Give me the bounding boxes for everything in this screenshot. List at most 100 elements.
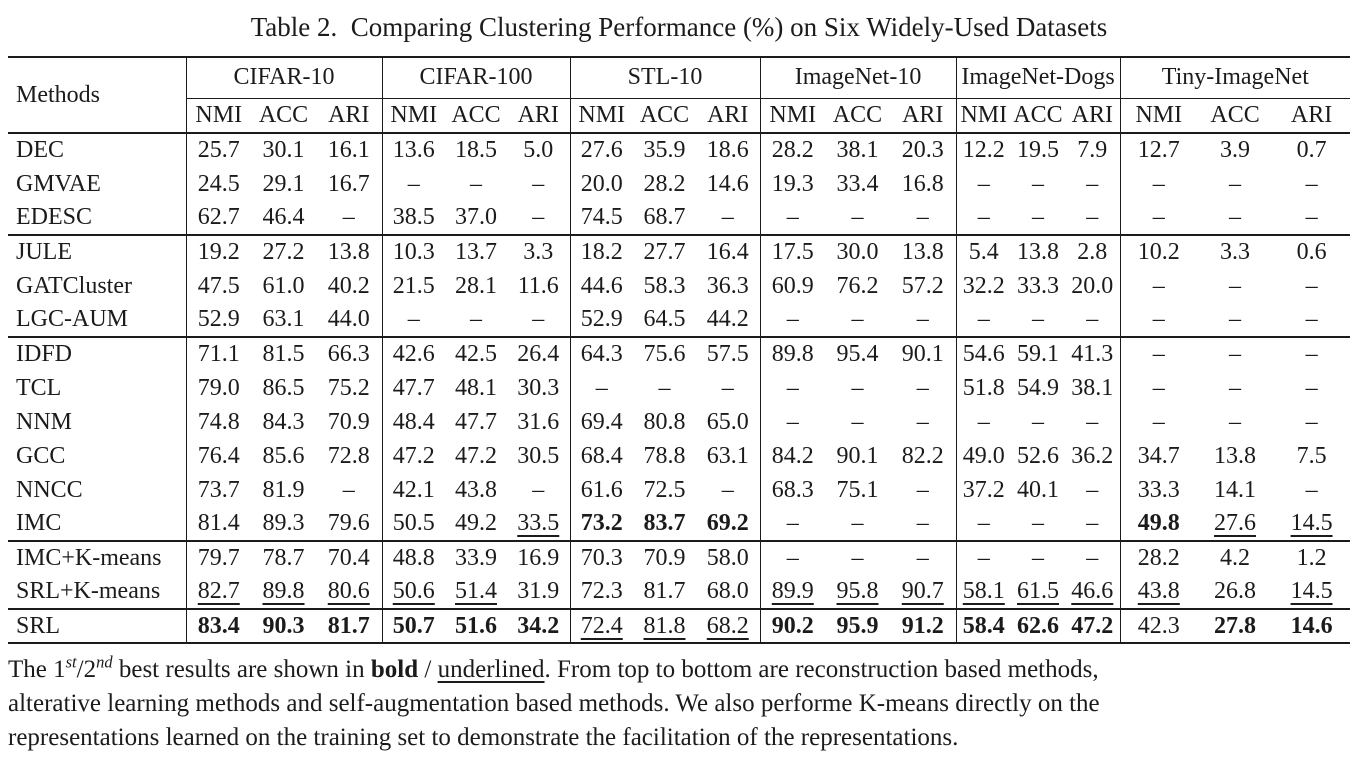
- value-cell: 84.3: [262, 408, 305, 435]
- value-cell: –: [916, 510, 929, 536]
- value-cell: 13.8: [1214, 442, 1257, 469]
- value-cell: –: [955, 303, 1012, 337]
- value-cell: 25.7: [185, 133, 251, 167]
- value-cell: 26.8: [1214, 578, 1257, 604]
- value-cell: 52.9: [569, 303, 633, 337]
- value-cell: 72.4: [569, 608, 633, 643]
- value-cell: –: [1229, 306, 1242, 332]
- value-cell: –: [1305, 170, 1318, 197]
- value-cell: 32.2: [955, 269, 1012, 303]
- value-cell: 75.2: [327, 374, 370, 401]
- value-cell: –: [1229, 272, 1242, 299]
- table-row: LGC-AUM 52.9 63.1 44.0– – –52.9 64.5 44.2– – – – – –…: [8, 303, 1350, 337]
- value-cell: 49.8: [1119, 507, 1198, 541]
- metric-header: ARI: [1065, 98, 1121, 134]
- value-cell: 91.2: [890, 608, 957, 643]
- metric-header: NMI: [569, 98, 633, 134]
- metric-header: ARI: [507, 98, 570, 134]
- value-cell: 90.7: [901, 578, 944, 604]
- value-cell: 19.3: [759, 167, 826, 201]
- value-cell: 81.9: [262, 476, 305, 503]
- value-cell: –: [1086, 476, 1099, 503]
- value-cell: –: [916, 408, 929, 435]
- value-cell: –: [955, 167, 1012, 201]
- metric-header: NMI: [381, 98, 445, 134]
- value-cell: 20.0: [1071, 272, 1114, 299]
- footnote-text: best results are shown in: [112, 656, 371, 683]
- method-cell: LGC-AUM: [16, 306, 128, 332]
- value-cell: 12.2: [955, 133, 1012, 167]
- table-row: DEC 25.7 30.1 16.1 13.6 18.5 5.0 27.6 35.9 18.6 28…: [8, 133, 1350, 167]
- value-cell: 64.5: [643, 306, 686, 332]
- value-cell: 57.5: [696, 336, 761, 371]
- value-cell: –: [851, 204, 864, 230]
- value-cell: –: [851, 306, 864, 332]
- value-cell: 24.5: [185, 167, 251, 201]
- table-row: SRL 83.4 90.3 81.7 50.7 51.6 34.2 72.4 81.8 68.2 9…: [8, 608, 1351, 643]
- value-cell: –: [1011, 540, 1066, 575]
- value-cell: –: [759, 303, 826, 337]
- value-cell: 10.2: [1119, 234, 1198, 269]
- value-cell: 44.0: [327, 306, 370, 332]
- dataset-header-imagenet-10: ImageNet-10: [759, 57, 957, 99]
- value-cell: –: [470, 306, 482, 332]
- table-footnote: The 1st/2nd best results are shown in bo…: [8, 653, 1358, 755]
- value-cell: –: [1086, 204, 1099, 230]
- value-cell: 43.8: [1119, 575, 1198, 609]
- value-cell: –: [916, 306, 929, 332]
- value-cell: 50.7: [381, 608, 445, 643]
- method-cell: NNM: [16, 408, 73, 435]
- method-cell: SRL+K-means: [16, 578, 161, 604]
- value-cell: 14.6: [1273, 608, 1351, 643]
- value-cell: 74.5: [569, 201, 633, 235]
- value-cell: 27.2: [251, 234, 316, 269]
- value-cell: 84.2: [759, 439, 826, 473]
- value-cell: –: [851, 510, 864, 536]
- dataset-header-cifar-100: CIFAR-100: [381, 57, 570, 99]
- metric-header: NMI: [759, 98, 826, 134]
- value-cell: 74.8: [185, 405, 251, 439]
- value-cell: 47.2: [381, 439, 445, 473]
- value-cell: 34.7: [1119, 439, 1198, 473]
- value-cell: –: [1119, 303, 1198, 337]
- table-row: EDESC 62.7 46.4–38.5 37.0–74.5 68.7– – – – – – – – –…: [8, 201, 1350, 235]
- dataset-header-cifar-10: CIFAR-10: [185, 57, 382, 99]
- value-cell: 16.8: [901, 170, 944, 197]
- value-cell: –: [1032, 204, 1045, 230]
- metric-header: ARI: [316, 98, 382, 134]
- value-cell: 13.6: [381, 133, 445, 167]
- value-cell: 20.0: [569, 167, 633, 201]
- value-cell: 33.3: [1017, 272, 1060, 299]
- value-cell: –: [1119, 201, 1198, 235]
- value-cell: –: [916, 204, 929, 230]
- value-cell: –: [1305, 408, 1318, 435]
- value-cell: 60.9: [759, 269, 826, 303]
- value-cell: 33.3: [1119, 473, 1198, 507]
- metric-header: ACC: [1011, 98, 1066, 134]
- value-cell: 89.8: [759, 336, 826, 371]
- value-cell: 28.2: [759, 133, 826, 167]
- value-cell: 18.2: [569, 234, 633, 269]
- value-cell: 80.8: [643, 408, 686, 435]
- value-cell: 58.0: [696, 540, 761, 575]
- value-cell: –: [381, 167, 445, 201]
- method-cell: GMVAE: [16, 170, 101, 197]
- metric-header: ACC: [825, 98, 891, 134]
- value-cell: 50.6: [381, 575, 445, 609]
- value-cell: –: [1065, 540, 1121, 575]
- value-cell: 81.8: [633, 608, 696, 643]
- value-cell: 72.8: [327, 442, 370, 469]
- value-cell: 72.3: [569, 575, 633, 609]
- value-cell: 13.8: [1011, 234, 1066, 269]
- footnote-text: /: [418, 656, 438, 683]
- value-cell: 42.3: [1119, 608, 1198, 643]
- value-cell: 62.7: [185, 201, 251, 235]
- value-cell: 16.9: [507, 540, 570, 575]
- metric-header: NMI: [955, 98, 1012, 134]
- value-cell: 44.6: [569, 269, 633, 303]
- value-cell: 70.9: [327, 408, 370, 435]
- dataset-header-stl-10: STL-10: [569, 57, 761, 99]
- value-cell: 4.2: [1197, 540, 1274, 575]
- method-cell: NNCC: [16, 476, 83, 503]
- footnote-bold-word: bold: [370, 656, 419, 683]
